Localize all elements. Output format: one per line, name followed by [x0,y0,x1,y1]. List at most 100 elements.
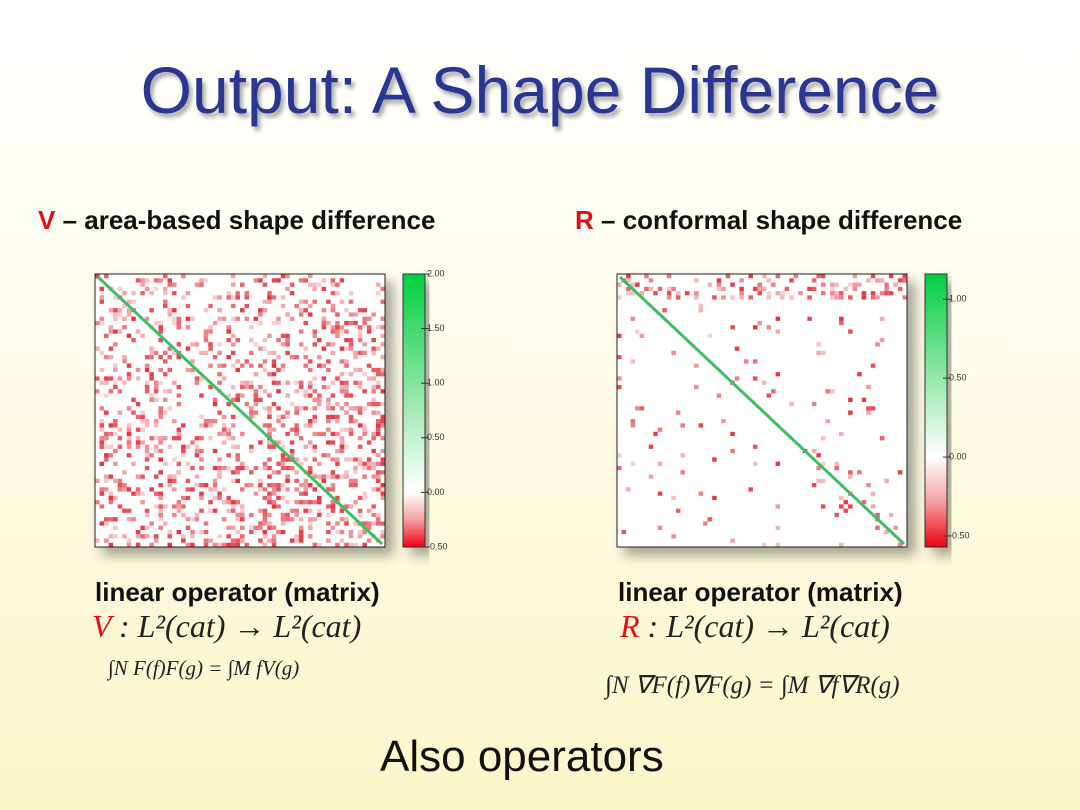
heatmap-cell [326,342,331,347]
heatmap-cell [230,303,236,309]
heatmap-cell [335,291,340,296]
heatmap-cell [344,410,349,415]
heatmap-cell [335,329,340,334]
heatmap-cell [366,363,372,368]
heatmap-cell [816,274,821,279]
heatmap-cell [244,384,250,390]
heatmap-cell [816,350,821,356]
heatmap-cell [208,303,213,309]
heatmap-cell [857,282,862,287]
heatmap-cell [366,538,372,543]
heatmap-cell [335,401,340,407]
heatmap-cell [348,291,354,296]
heatmap-cell [226,431,231,437]
heatmap-cell [190,534,195,539]
heatmap-cell [848,410,853,415]
heatmap-cell [307,423,313,428]
heatmap-cell [221,431,227,437]
heatmap-cell [289,355,295,360]
heatmap-cell [875,525,880,530]
heatmap-cell [104,457,109,462]
heatmap-cell [870,291,876,296]
heatmap-cell [380,448,385,454]
heatmap-cell [834,465,840,471]
heatmap-cell [212,487,218,492]
symbol: V [38,205,56,235]
heatmap-cell [158,355,163,360]
heatmap-cell [149,308,154,313]
heatmap-cell [140,525,145,530]
heatmap-cell [766,393,772,398]
heatmap-cell [307,384,313,390]
heatmap-cell [262,508,268,513]
heatmap-cell [307,419,313,424]
heatmap-cell [244,401,250,407]
heatmap-cell [312,333,318,338]
heatmap-cell [108,495,114,501]
heatmap-cell [203,350,209,356]
heatmap-cell [212,355,218,360]
heatmap-cell [203,333,209,338]
heatmap-cell [362,406,367,411]
heatmap-cell [617,465,622,471]
heatmap-cell [294,410,299,415]
heatmap-cell [839,295,844,300]
heatmap-cell [884,529,889,535]
heatmap-cell [194,342,200,347]
heatmap-cell [330,504,336,509]
heatmap-cell [870,295,876,300]
heatmap-cell [267,457,272,462]
heatmap-cell [307,465,313,471]
heatmap-cell [280,363,286,368]
heatmap-cell [149,376,154,381]
heatmap-cell [375,401,381,407]
heatmap-cell [185,487,191,492]
heatmap-cell [766,295,772,300]
heatmap-cell [249,363,254,368]
heatmap-cell [879,436,885,441]
heatmap-cell [380,367,385,373]
heatmap-cell [199,457,204,462]
heatmap-cell [258,308,263,313]
heatmap-cell [113,431,118,437]
heatmap-cell [267,372,272,377]
heatmap-cell [357,423,363,428]
heatmap-cell [153,504,159,509]
caption: linear operator (matrix) [95,577,380,607]
heatmap-cell [335,312,340,317]
heatmap-cell [271,372,277,377]
heatmap-cell [344,329,349,334]
heatmap-cell [344,337,349,343]
heatmap-cell [375,372,381,377]
heatmap-cell [276,380,281,385]
heatmap-cell [353,367,358,373]
heatmap-cell [321,316,327,321]
heatmap-cell [748,274,753,279]
heatmap-cell [153,286,159,292]
heatmap-cell [289,316,295,321]
heatmap-cell [357,508,363,513]
heatmap-cell [131,461,136,466]
heatmap-cell [280,495,286,501]
heatmap-cell [721,295,726,300]
heatmap-cell [172,380,177,385]
heatmap-cell [357,444,363,449]
heatmap-cell [339,538,345,543]
heatmap-cell [303,320,308,326]
heatmap-cell [203,278,209,283]
heatmap-cell [348,504,354,509]
heatmap-cell [108,308,114,313]
heatmap-cell [380,342,385,347]
heatmap-cell [298,406,304,411]
heatmap-cell [158,448,163,454]
heatmap-cell [144,367,150,373]
heatmap-cell [162,350,168,356]
heatmap-cell [235,512,240,518]
identity: ∫N ∇F(f)∇F(g) = ∫M ∇f∇R(g) [605,672,900,699]
heatmap-cell [217,542,222,547]
heatmap-cell [267,393,272,398]
heatmap-cell [108,355,114,360]
colorbar-tick-label: -0.50 [427,541,448,551]
heatmap-cell [380,461,385,466]
heatmap-cell [194,517,200,522]
